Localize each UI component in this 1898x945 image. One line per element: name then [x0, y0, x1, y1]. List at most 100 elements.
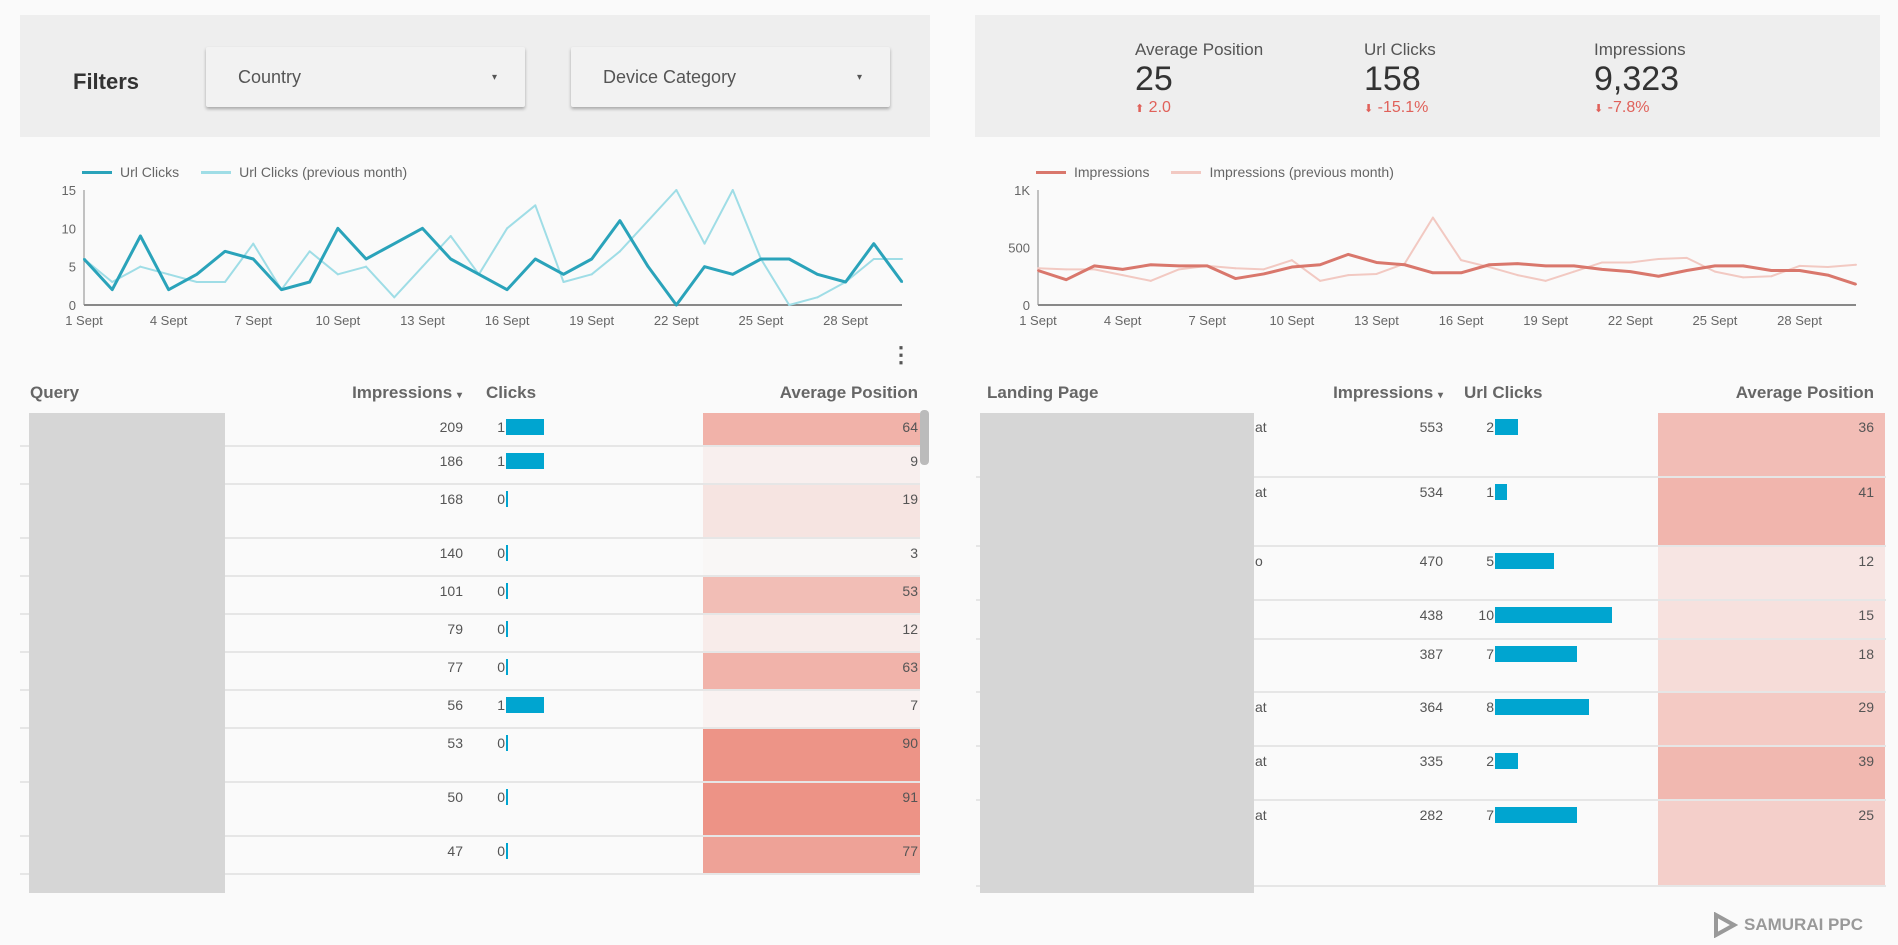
- data-point: [167, 288, 170, 291]
- average-position-value: 9: [910, 453, 918, 469]
- data-point: [1093, 268, 1096, 271]
- heatmap-cell: [1658, 747, 1885, 801]
- y-tick-label: 0: [1023, 298, 1030, 313]
- table-row[interactable]: 209 1 64: [20, 413, 920, 447]
- table-row[interactable]: 47 0 77: [20, 837, 920, 875]
- average-position-value: 77: [902, 843, 918, 859]
- row-divider: [20, 613, 920, 615]
- header-average-position[interactable]: Average Position: [1735, 383, 1874, 402]
- clicks-value: 2: [1486, 419, 1494, 435]
- table-row[interactable]: 53 0 90: [20, 729, 920, 783]
- data-point: [816, 296, 819, 299]
- clicks-value: 0: [497, 789, 505, 805]
- arrow-down-icon: ⬇: [1364, 103, 1374, 115]
- header-impressions[interactable]: Impressions ▾: [352, 383, 462, 403]
- clicks-value: 0: [497, 659, 505, 675]
- row-divider: [20, 651, 920, 653]
- data-point: [1431, 216, 1434, 219]
- table-row[interactable]: 438 10 15: [976, 601, 1886, 640]
- row-divider: [20, 689, 920, 691]
- kpi-delta: ⬆ 2.0: [1135, 99, 1263, 117]
- heatmap-cell: [703, 447, 920, 485]
- data-point: [506, 227, 509, 230]
- data-point: [872, 242, 875, 245]
- chevron-down-icon: ▾: [491, 71, 497, 83]
- table-row[interactable]: 79 0 12: [20, 615, 920, 653]
- table-row[interactable]: at 335 2 39: [976, 747, 1886, 801]
- data-point: [1855, 283, 1857, 286]
- header-query[interactable]: Query: [30, 383, 80, 402]
- impressions-line-chart: 0 500 1K 1 Sept 4 Sept 7 Sept 10 Sept 13 Sept 16…: [1008, 183, 1857, 328]
- heatmap-cell: [1658, 693, 1885, 747]
- row-divider: [976, 799, 1886, 801]
- country-dropdown[interactable]: Country ▾: [206, 47, 525, 107]
- average-position-value: 39: [1858, 753, 1874, 769]
- impressions-value: 56: [447, 697, 463, 713]
- clicks-bar: [506, 419, 544, 435]
- more-options-icon[interactable]: ⋮: [890, 342, 912, 367]
- average-position-value: 12: [902, 621, 918, 637]
- clicks-bar: [506, 659, 508, 675]
- header-url-clicks[interactable]: Url Clicks: [1464, 383, 1543, 402]
- table-row[interactable]: at 553 2 36: [976, 413, 1886, 478]
- kpi-label: Impressions: [1594, 40, 1686, 59]
- header-impressions[interactable]: Impressions ▾: [1333, 383, 1443, 403]
- data-point: [308, 250, 311, 253]
- data-point: [252, 258, 255, 260]
- impressions-value: 186: [439, 453, 463, 469]
- table-row[interactable]: 101 0 53: [20, 577, 920, 615]
- clicks-value: 1: [497, 453, 505, 469]
- table-row[interactable]: 140 0 3: [20, 539, 920, 577]
- table-row[interactable]: 387 7 18: [976, 640, 1886, 693]
- arrow-up-icon: ⬆: [1135, 103, 1145, 115]
- data-point: [421, 265, 424, 268]
- landing-page-text: at: [1255, 699, 1267, 715]
- y-tick-label: 10: [62, 221, 76, 236]
- data-point: [1629, 261, 1632, 264]
- data-point: [1037, 267, 1039, 270]
- table-row[interactable]: at 282 7 25: [976, 801, 1886, 887]
- header-clicks[interactable]: Clicks: [486, 383, 537, 402]
- data-point: [1234, 267, 1237, 270]
- legend-swatch-url-clicks: [82, 170, 112, 174]
- landing-page-text: at: [1255, 484, 1267, 500]
- data-point: [1798, 269, 1801, 272]
- data-point: [647, 265, 650, 268]
- x-tick-label: 13 Sept: [1354, 313, 1399, 328]
- table-row[interactable]: 77 0 63: [20, 653, 920, 691]
- x-tick-label: 22 Sept: [1608, 313, 1653, 328]
- data-point: [1742, 264, 1745, 267]
- x-tick-label: 28 Sept: [1777, 313, 1822, 328]
- average-position-value: 36: [1858, 419, 1874, 435]
- table-row[interactable]: o 470 5 12: [976, 547, 1886, 601]
- kpi-delta: ⬇ -15.1%: [1364, 99, 1436, 117]
- clicks-bar: [1495, 553, 1554, 569]
- data-point: [731, 189, 734, 191]
- data-point: [195, 281, 198, 283]
- legend-swatch-impressions: [1036, 170, 1066, 174]
- x-tick-label: 10 Sept: [315, 313, 360, 328]
- table-row[interactable]: at 364 8 29: [976, 693, 1886, 747]
- data-point: [1572, 264, 1575, 267]
- average-position-value: 25: [1858, 807, 1874, 823]
- table-row[interactable]: 50 0 91: [20, 783, 920, 837]
- data-point: [1601, 268, 1604, 271]
- data-point: [1121, 268, 1124, 271]
- table-row[interactable]: 168 0 19: [20, 485, 920, 539]
- scrollbar[interactable]: [920, 410, 929, 465]
- average-position-value: 91: [902, 789, 918, 805]
- data-point: [224, 281, 227, 283]
- legend-swatch-url-clicks-prev: [201, 170, 232, 174]
- table-row[interactable]: 186 1 9: [20, 447, 920, 485]
- data-point: [1178, 268, 1181, 271]
- heatmap-cell: [1658, 547, 1885, 601]
- data-point: [1290, 259, 1293, 262]
- clicks-value: 0: [497, 545, 505, 561]
- average-position-value: 15: [1858, 607, 1874, 623]
- device-category-dropdown[interactable]: Device Category ▾: [571, 47, 890, 107]
- header-landing-page[interactable]: Landing Page: [987, 383, 1099, 402]
- average-position-value: 7: [910, 697, 918, 713]
- table-row[interactable]: at 534 1 41: [976, 478, 1886, 547]
- header-average-position[interactable]: Average Position: [779, 383, 918, 402]
- table-row[interactable]: 56 1 7: [20, 691, 920, 729]
